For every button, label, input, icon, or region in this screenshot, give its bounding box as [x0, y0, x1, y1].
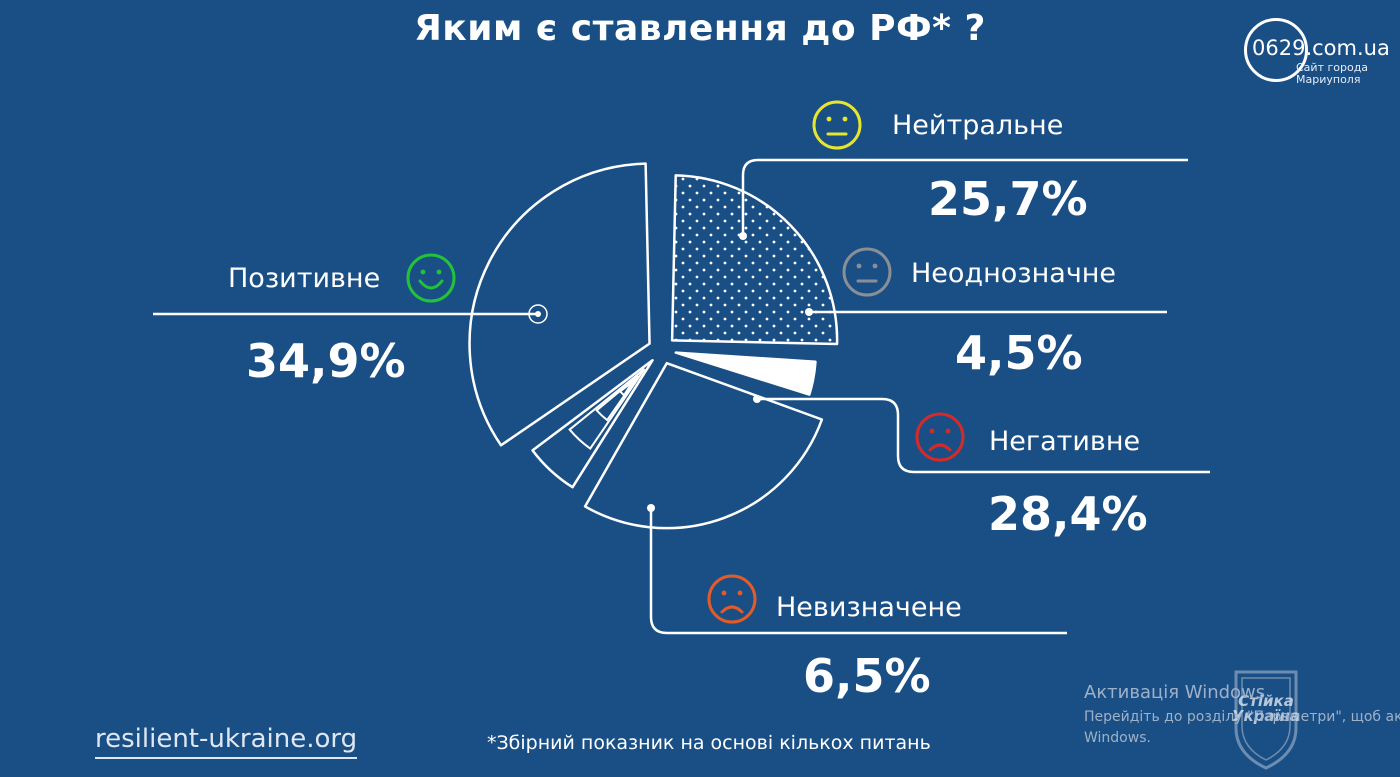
- windows-activation-notice: Активація Windows Перейдіть до розділу "…: [1084, 682, 1400, 749]
- label-undetermined: Невизначене: [776, 592, 962, 623]
- leader-line-undetermined: [649, 508, 1067, 635]
- chart-title: Яким є ставлення до РФ* ?: [414, 8, 986, 49]
- face-icon-negative: [915, 412, 965, 462]
- shield-watermark-text: Стійка Україна: [1229, 694, 1303, 724]
- pie-slice-undetermined-inner-2: [595, 374, 640, 422]
- label-ambiguous: Неоднозначне: [911, 258, 1117, 289]
- label-neutral: Нейтральне: [892, 110, 1064, 141]
- site-link[interactable]: resilient-ukraine.org: [95, 724, 358, 759]
- face-icon-ambiguous: [842, 247, 892, 297]
- shield-watermark-icon: [1234, 670, 1298, 770]
- leader-line-neutral: [741, 158, 1188, 233]
- pie-slice-neutral: [670, 174, 839, 346]
- marker-dot-positive: [535, 311, 541, 317]
- leader-line-negative: [757, 397, 1210, 474]
- value-neutral: 25,7%: [928, 172, 1088, 226]
- value-negative: 28,4%: [988, 487, 1148, 541]
- logo-tagline-line1: Сайт города: [1296, 61, 1369, 74]
- footnote: *Збірний показник на основі кількох пита…: [487, 732, 931, 754]
- pie-slice-undetermined-inner-1: [568, 368, 646, 450]
- face-icon-neutral: [812, 100, 862, 150]
- pie-slice-positive: [468, 162, 651, 447]
- shield-text-line1: Стійка: [1238, 692, 1294, 710]
- marker-ring-positive: [528, 304, 548, 324]
- value-undetermined: 6,5%: [803, 649, 931, 703]
- shield-text-line2: Україна: [1231, 707, 1301, 725]
- logo-tagline-line2: Мариуполя: [1296, 73, 1361, 86]
- windows-activation-line2: Windows.: [1084, 730, 1151, 746]
- logo-tagline: Сайт города Мариуполя: [1296, 62, 1376, 86]
- label-positive: Позитивне: [228, 263, 381, 294]
- windows-activation-title: Активація Windows: [1084, 682, 1266, 703]
- marker-dot-undetermined: [647, 504, 655, 512]
- logo-text: 0629.com.ua: [1252, 36, 1390, 60]
- pie-slice-undetermined: [531, 359, 654, 489]
- face-icon-undetermined: [707, 574, 757, 624]
- logo-pin-icon: [1244, 18, 1308, 82]
- label-negative: Негативне: [989, 426, 1141, 457]
- face-icon-positive: [406, 253, 456, 303]
- value-ambiguous: 4,5%: [955, 326, 1083, 380]
- pie-slice-negative: [583, 361, 824, 530]
- pie-slice-ambiguous: [674, 351, 817, 396]
- value-positive: 34,9%: [246, 334, 406, 388]
- pie-slice-undetermined-inner-3: [618, 381, 634, 397]
- windows-activation-line1: Перейдіть до розділу "Параметри", щоб ак…: [1084, 709, 1400, 725]
- site-logo[interactable]: 0629.com.ua Сайт города Мариуполя: [1238, 14, 1390, 88]
